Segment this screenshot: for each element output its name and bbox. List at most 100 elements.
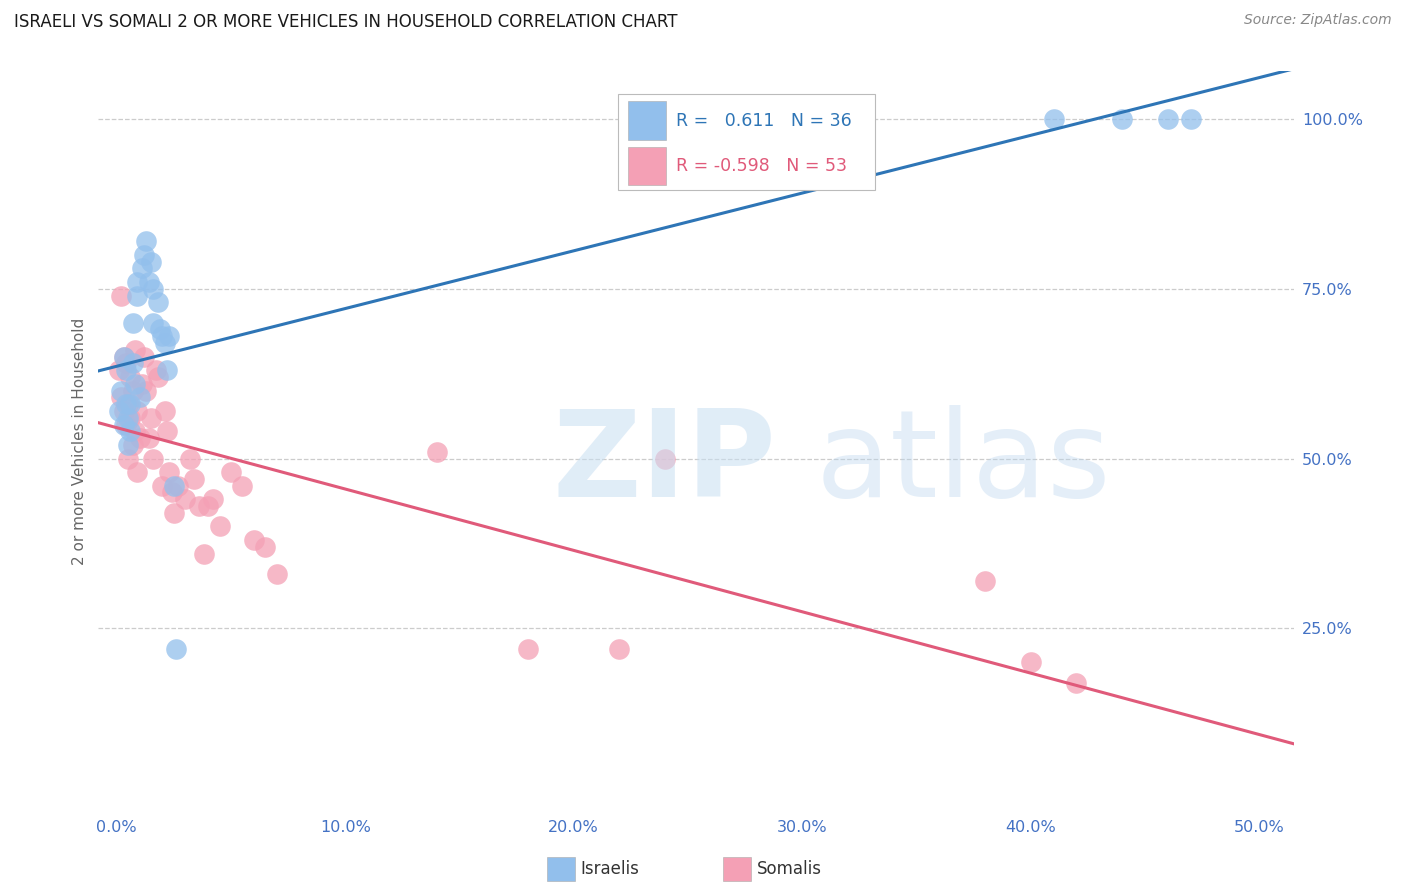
Point bbox=[120, 397, 142, 411]
Point bbox=[112, 404, 135, 418]
Point bbox=[1042, 112, 1064, 126]
Point bbox=[254, 540, 277, 554]
Point bbox=[231, 478, 253, 492]
Point bbox=[1019, 655, 1042, 669]
Point bbox=[131, 376, 153, 391]
Point bbox=[165, 641, 187, 656]
Point bbox=[142, 451, 165, 466]
Point bbox=[110, 391, 132, 405]
Point bbox=[120, 370, 142, 384]
Point bbox=[179, 451, 201, 466]
Point bbox=[167, 478, 190, 492]
Point bbox=[112, 350, 135, 364]
Text: Israelis: Israelis bbox=[581, 860, 640, 878]
Point bbox=[152, 478, 174, 492]
Point bbox=[426, 444, 449, 458]
Point bbox=[974, 574, 997, 588]
Point bbox=[121, 316, 143, 330]
Text: R =   0.611   N = 36: R = 0.611 N = 36 bbox=[676, 112, 852, 129]
Point bbox=[127, 465, 149, 479]
Point bbox=[135, 234, 157, 248]
Point bbox=[146, 370, 169, 384]
Point bbox=[243, 533, 266, 547]
Point bbox=[219, 465, 242, 479]
Point bbox=[609, 641, 631, 656]
Point bbox=[156, 425, 179, 439]
Text: ZIP: ZIP bbox=[553, 405, 776, 522]
Point bbox=[160, 485, 183, 500]
Point bbox=[1157, 112, 1180, 126]
Point bbox=[183, 472, 205, 486]
Point bbox=[121, 384, 143, 398]
Point bbox=[153, 336, 176, 351]
Point bbox=[266, 566, 288, 581]
Point bbox=[117, 397, 139, 411]
Point bbox=[193, 547, 215, 561]
Text: ISRAELI VS SOMALI 2 OR MORE VEHICLES IN HOUSEHOLD CORRELATION CHART: ISRAELI VS SOMALI 2 OR MORE VEHICLES IN … bbox=[14, 13, 678, 31]
Point bbox=[145, 363, 167, 377]
Point bbox=[517, 641, 540, 656]
Point bbox=[139, 254, 162, 268]
Point bbox=[124, 425, 146, 439]
Point bbox=[127, 288, 149, 302]
Point bbox=[134, 248, 156, 262]
Point bbox=[142, 282, 165, 296]
FancyBboxPatch shape bbox=[619, 94, 876, 190]
Point bbox=[1066, 675, 1088, 690]
Point bbox=[117, 410, 139, 425]
Point bbox=[197, 499, 219, 513]
Point bbox=[654, 451, 676, 466]
Text: Source: ZipAtlas.com: Source: ZipAtlas.com bbox=[1244, 13, 1392, 28]
Point bbox=[153, 404, 176, 418]
Point bbox=[157, 465, 180, 479]
Point bbox=[124, 343, 146, 357]
Point bbox=[120, 410, 142, 425]
Text: R = -0.598   N = 53: R = -0.598 N = 53 bbox=[676, 157, 846, 175]
FancyBboxPatch shape bbox=[628, 146, 666, 185]
Point bbox=[110, 288, 132, 302]
Point bbox=[124, 376, 146, 391]
Point bbox=[163, 506, 186, 520]
Point bbox=[115, 397, 138, 411]
Point bbox=[837, 112, 859, 126]
Point bbox=[121, 356, 143, 370]
Point bbox=[117, 438, 139, 452]
Point bbox=[127, 275, 149, 289]
FancyBboxPatch shape bbox=[628, 102, 666, 140]
Point bbox=[115, 363, 138, 377]
Text: Somalis: Somalis bbox=[756, 860, 821, 878]
Point bbox=[115, 356, 138, 370]
Point bbox=[121, 438, 143, 452]
Point bbox=[201, 492, 224, 507]
Point bbox=[208, 519, 231, 533]
Text: atlas: atlas bbox=[815, 405, 1111, 522]
Point bbox=[134, 350, 156, 364]
Point bbox=[138, 275, 160, 289]
Point bbox=[127, 404, 149, 418]
Point bbox=[163, 478, 186, 492]
Point bbox=[139, 410, 162, 425]
Point bbox=[110, 384, 132, 398]
Point bbox=[108, 363, 131, 377]
Point bbox=[138, 431, 160, 445]
Point bbox=[149, 322, 172, 336]
Point bbox=[120, 425, 142, 439]
Point bbox=[115, 417, 138, 432]
Point bbox=[152, 329, 174, 343]
Point bbox=[135, 384, 157, 398]
Point bbox=[1111, 112, 1133, 126]
Point bbox=[174, 492, 197, 507]
Point bbox=[142, 316, 165, 330]
Point bbox=[156, 363, 179, 377]
Point bbox=[128, 391, 150, 405]
Point bbox=[157, 329, 180, 343]
Point bbox=[128, 431, 150, 445]
Point bbox=[117, 451, 139, 466]
Point bbox=[108, 404, 131, 418]
Y-axis label: 2 or more Vehicles in Household: 2 or more Vehicles in Household bbox=[72, 318, 87, 566]
Point bbox=[112, 350, 135, 364]
Point bbox=[188, 499, 211, 513]
Point bbox=[112, 417, 135, 432]
Point bbox=[1180, 112, 1202, 126]
Point bbox=[131, 261, 153, 276]
